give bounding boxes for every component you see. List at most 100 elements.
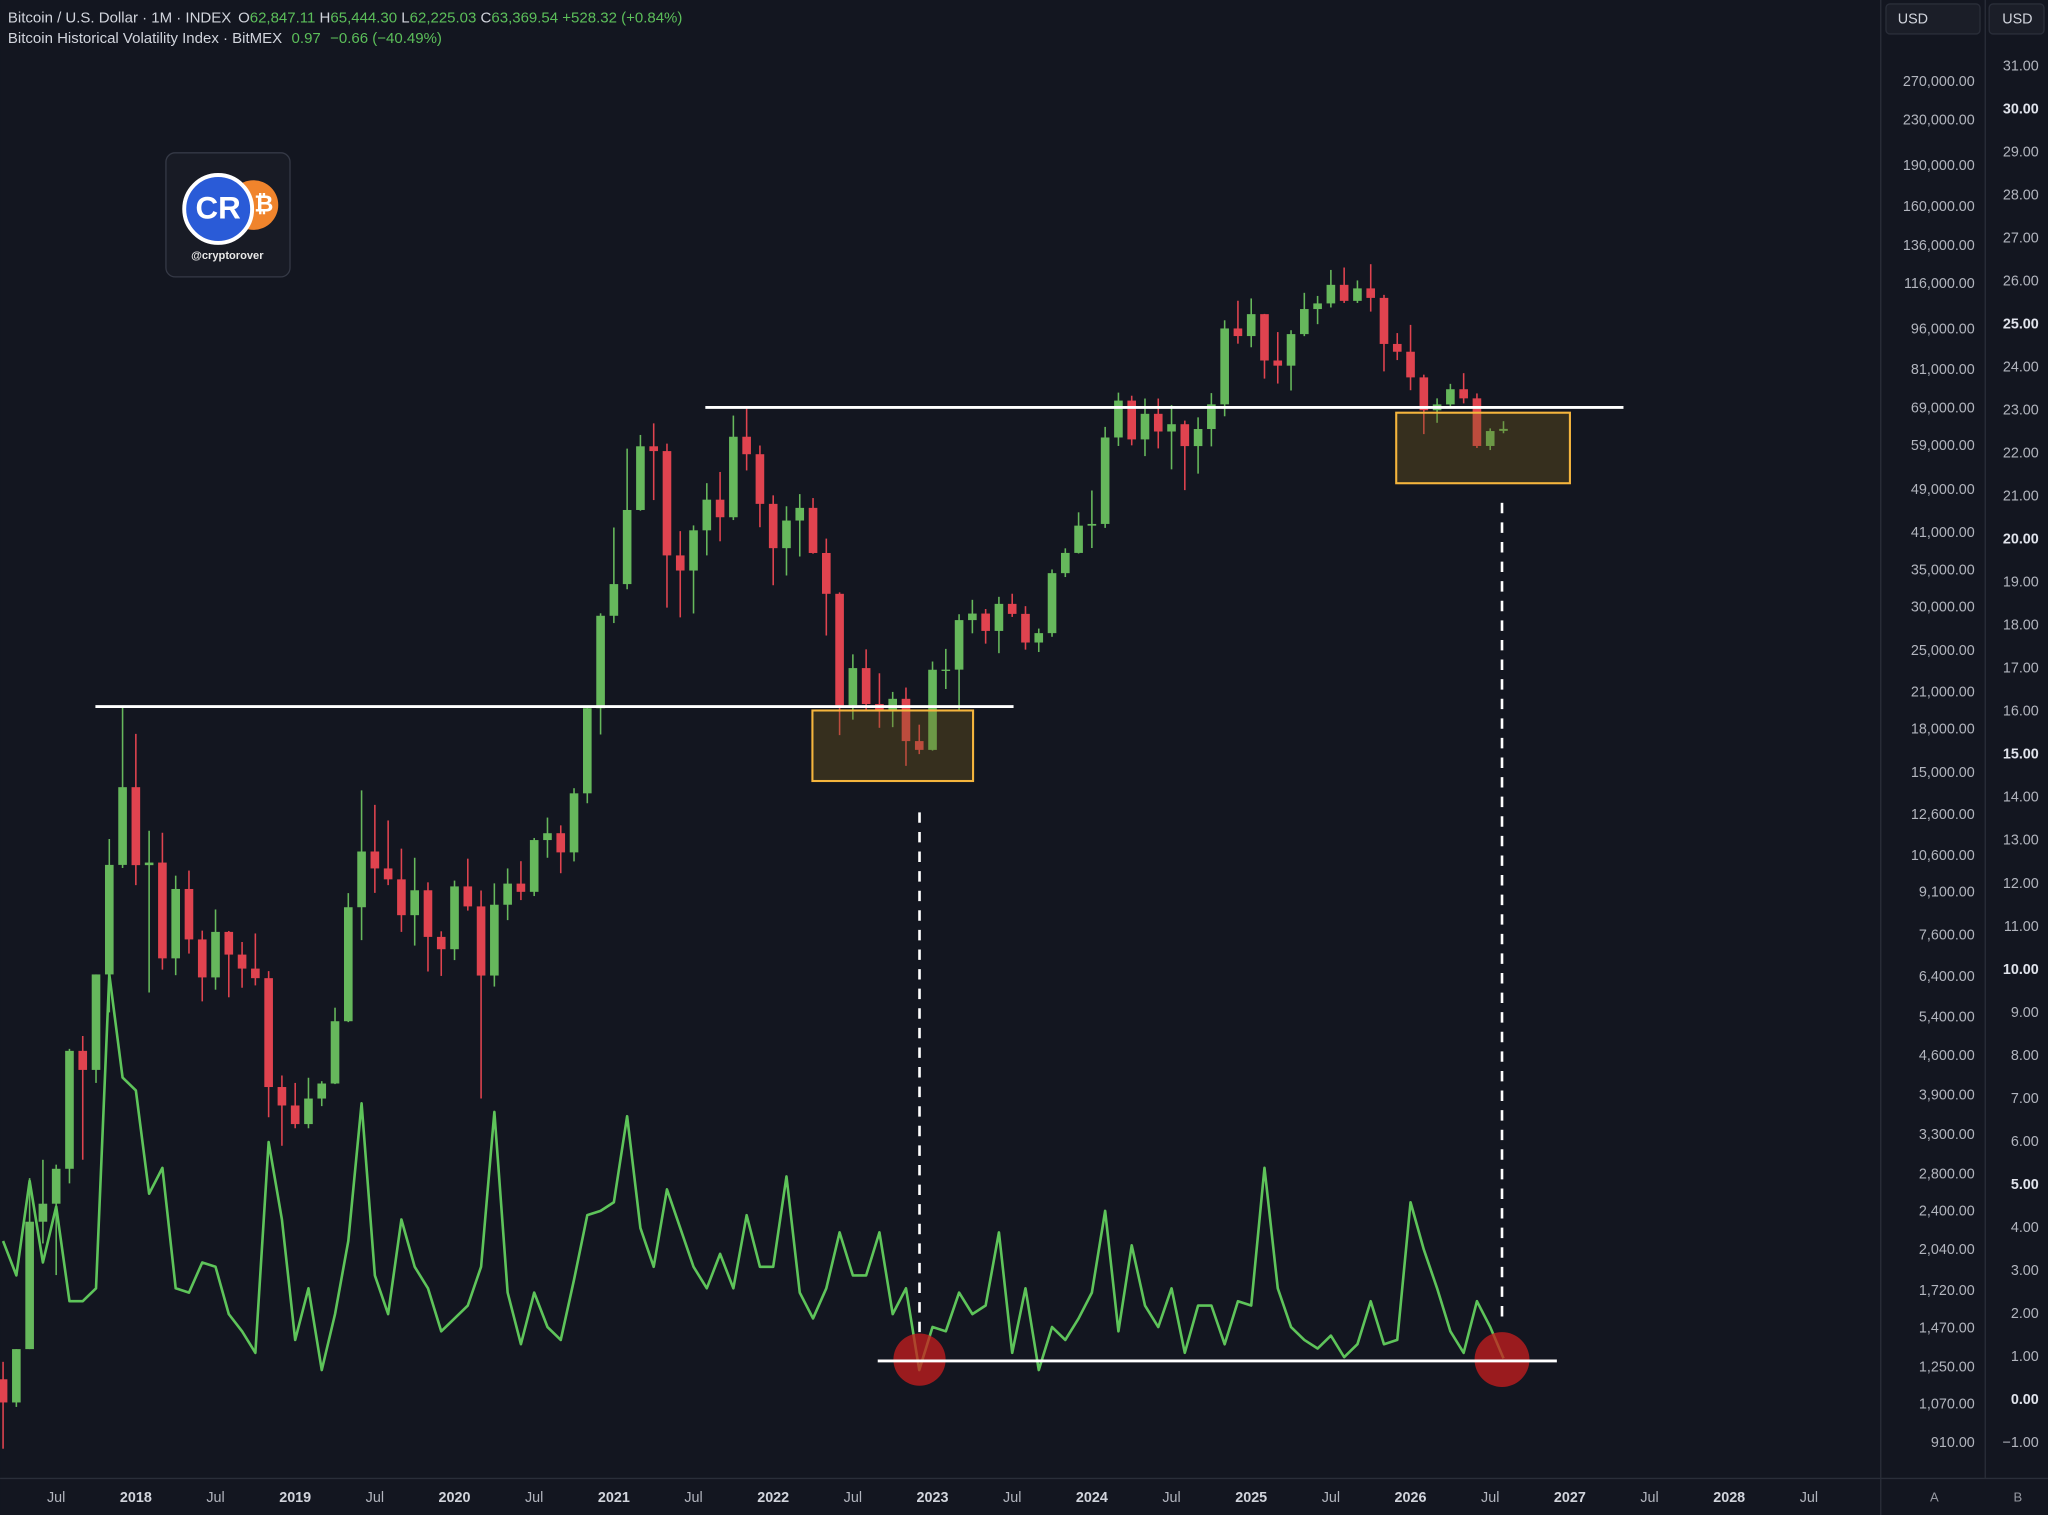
plot-area <box>0 264 1508 1449</box>
candle-body <box>994 603 1004 631</box>
y2-tick-label: 10.00 <box>2003 962 2039 978</box>
candle-body <box>490 904 499 976</box>
candle-body <box>1193 429 1203 447</box>
y-tick-label: 49,000.00 <box>1911 482 1975 498</box>
candle-body <box>91 974 101 1070</box>
candle-body <box>237 954 247 969</box>
candle-body <box>1047 573 1057 634</box>
y2-tick-label: 7.00 <box>2011 1091 2039 1107</box>
y2-tick-label: 26.00 <box>2003 274 2039 290</box>
candle-body <box>1499 428 1508 431</box>
legend-key: H <box>320 9 331 26</box>
candle-body <box>1339 284 1349 301</box>
scale-button[interactable]: B <box>2014 1489 2023 1504</box>
candle-body <box>51 1168 61 1204</box>
candle-body <box>1207 404 1216 430</box>
candle-body <box>1167 424 1176 432</box>
y-tick-label: 30,000.00 <box>1911 599 1975 615</box>
candle-body <box>290 1105 300 1125</box>
candle-body <box>1220 328 1229 405</box>
unit-button[interactable] <box>1988 3 2045 35</box>
y2-tick-label: 17.00 <box>2003 661 2039 677</box>
y-tick-label: 3,300.00 <box>1919 1127 1975 1143</box>
x-tick-label: 2023 <box>917 1490 949 1506</box>
candle-body <box>914 741 924 750</box>
x-tick-label: 2028 <box>1713 1490 1745 1506</box>
y2-tick-label: 30.00 <box>2003 101 2039 117</box>
y-tick-label: 270,000.00 <box>1903 74 1975 90</box>
candle-body <box>65 1050 74 1169</box>
candle-body <box>158 862 167 959</box>
price-unit[interactable]: USD <box>1898 11 1928 27</box>
candle-body <box>131 787 141 866</box>
candle-body <box>1074 525 1083 553</box>
y2-tick-label: 18.00 <box>2003 618 2039 634</box>
scale-button[interactable]: A <box>1930 1489 1939 1504</box>
candle-body <box>1485 431 1495 446</box>
candle-body <box>1246 314 1256 337</box>
watermark: @cryptorover <box>191 250 264 262</box>
candle-body <box>968 613 977 621</box>
y2-tick-label: 31.00 <box>2003 58 2039 74</box>
volatility-axis: 31.00 30.00 29.00 28.00 27.00 26.00 25.00 24.00… <box>2002 58 2038 1450</box>
candle-body <box>503 883 512 905</box>
candle-body <box>516 883 526 892</box>
y-tick-label: 12,600.00 <box>1911 807 1975 823</box>
y-tick-label: 18,000.00 <box>1911 722 1975 738</box>
x-tick-label: Jul <box>366 1490 384 1506</box>
candle-body <box>596 615 605 709</box>
candle-body <box>1273 360 1283 366</box>
x-tick-label: Jul <box>1322 1490 1340 1506</box>
unit-button[interactable] <box>1885 3 1981 35</box>
candle-body <box>1061 552 1070 574</box>
legend-value: 63,369.54 <box>491 9 558 26</box>
legend-key: L <box>401 9 409 26</box>
x-tick-label: 2024 <box>1076 1490 1108 1506</box>
candle-body <box>1379 297 1389 344</box>
candle-body <box>330 1021 340 1084</box>
candle-body <box>981 613 990 631</box>
candle-body <box>397 879 406 916</box>
candle-body <box>609 584 619 616</box>
x-tick-label: 2021 <box>598 1490 630 1506</box>
legend-value: 62,847.11 <box>250 9 316 26</box>
logo-badge <box>182 173 255 245</box>
candle-body <box>211 931 220 978</box>
y-tick-label: 160,000.00 <box>1903 199 1975 215</box>
x-tick-label: Jul <box>1003 1490 1021 1506</box>
y2-tick-label: 16.00 <box>2003 704 2039 720</box>
y2-tick-label: 22.00 <box>2003 446 2039 462</box>
y-tick-label: 35,000.00 <box>1911 563 1975 579</box>
y-tick-label: 1,720.00 <box>1919 1283 1975 1299</box>
candle-body <box>436 936 446 950</box>
candle-body <box>1406 351 1415 378</box>
candle-body <box>649 446 659 452</box>
legend-value: 65,444.30 <box>330 9 397 26</box>
candle-body <box>423 890 433 937</box>
legend-change: −0.66 (−40.49%) <box>330 30 442 47</box>
y2-tick-label: 6.00 <box>2011 1134 2039 1150</box>
y-tick-label: 5,400.00 <box>1919 1009 1975 1025</box>
y2-tick-label: 13.00 <box>2003 833 2039 849</box>
x-tick-label: Jul <box>1640 1490 1658 1506</box>
candle-body <box>224 931 234 955</box>
candle-body <box>25 1221 34 1350</box>
candle-body <box>118 787 127 865</box>
candle-body <box>1140 413 1150 440</box>
candle-body <box>1419 377 1429 411</box>
time-axis: Jul 2018 Jul 2019 Jul 2020 Jul 2021 Jul 2022 Jul 20… <box>47 1490 1818 1506</box>
y2-tick-label: −1.00 <box>2002 1435 2038 1451</box>
y-tick-label: 96,000.00 <box>1911 321 1975 337</box>
y-tick-label: 190,000.00 <box>1903 158 1975 174</box>
candle-body <box>357 851 366 908</box>
candle-body <box>304 1098 313 1125</box>
candle-body <box>1472 398 1482 446</box>
candle-body <box>277 1087 287 1106</box>
candle-body <box>795 507 805 521</box>
y2-tick-label: 24.00 <box>2003 360 2039 376</box>
y2-unit[interactable]: USD <box>2002 11 2032 27</box>
candle-body <box>264 978 273 1088</box>
candle-body <box>251 968 260 979</box>
volatility-line <box>1 972 1505 1372</box>
y2-tick-label: 1.00 <box>2011 1349 2039 1365</box>
